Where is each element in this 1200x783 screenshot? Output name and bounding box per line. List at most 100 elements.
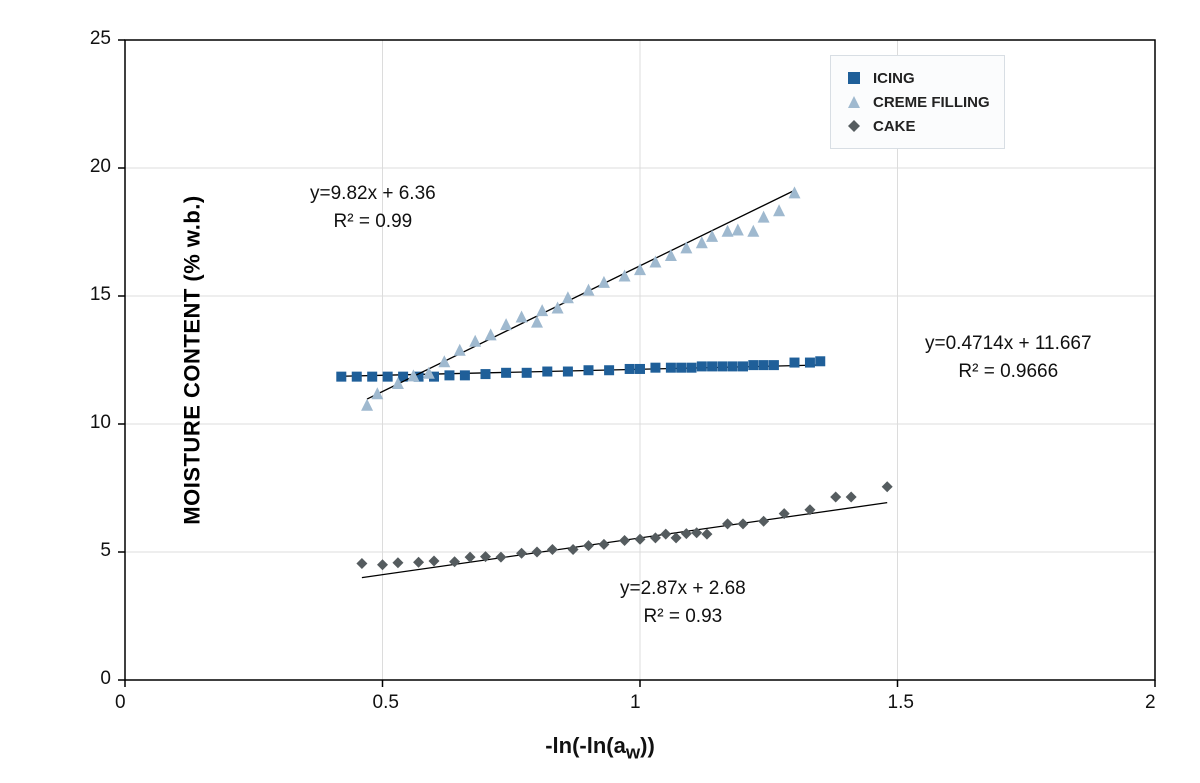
y-tick-label: 25: [90, 28, 111, 50]
data-point: [516, 548, 527, 559]
data-point: [392, 557, 403, 568]
data-point: [449, 556, 460, 567]
data-point: [758, 516, 769, 527]
data-point: [680, 241, 692, 253]
data-point: [444, 370, 454, 380]
equation-annotation: y=9.82x + 6.36R² = 0.99: [310, 180, 436, 235]
data-point: [352, 372, 362, 382]
legend-label: ICING: [873, 70, 915, 87]
data-point: [501, 368, 511, 378]
data-point: [383, 372, 393, 382]
data-point: [563, 367, 573, 377]
data-point: [516, 310, 528, 322]
data-point: [361, 399, 373, 411]
x-tick-label: 1: [630, 692, 641, 714]
equation-text: y=0.4714x + 11.667: [925, 330, 1092, 358]
data-point: [583, 540, 594, 551]
data-point: [371, 387, 383, 399]
legend-item: CREME FILLING: [845, 90, 990, 114]
equation-text: y=9.82x + 6.36: [310, 180, 436, 208]
data-point: [717, 361, 727, 371]
data-point: [336, 372, 346, 382]
x-tick-label: 0: [115, 692, 126, 714]
data-point: [738, 518, 749, 529]
r-squared-text: R² = 0.9666: [925, 358, 1092, 386]
data-point: [604, 365, 614, 375]
data-point: [665, 249, 677, 261]
data-point: [522, 368, 532, 378]
data-point: [732, 223, 744, 235]
data-point: [790, 358, 800, 368]
y-tick-label: 10: [90, 412, 111, 434]
data-point: [773, 204, 785, 216]
data-point: [438, 355, 450, 367]
data-point: [722, 225, 734, 237]
data-point: [707, 361, 717, 371]
data-point: [547, 544, 558, 555]
data-point: [748, 360, 758, 370]
y-axis-title: MOISTURE CONTENT (% w.b.): [180, 195, 206, 524]
data-point: [738, 361, 748, 371]
data-point: [562, 291, 574, 303]
data-point: [598, 539, 609, 550]
data-point: [635, 534, 646, 545]
data-point: [485, 328, 497, 340]
data-point: [666, 363, 676, 373]
data-point: [454, 344, 466, 356]
data-point: [625, 364, 635, 374]
x-tick-label: 2: [1145, 692, 1156, 714]
data-point: [769, 360, 779, 370]
data-point: [413, 557, 424, 568]
data-point: [650, 363, 660, 373]
data-point: [532, 547, 543, 558]
y-tick-label: 20: [90, 156, 111, 178]
data-point: [697, 361, 707, 371]
data-point: [882, 481, 893, 492]
data-point: [542, 367, 552, 377]
legend-label: CREME FILLING: [873, 94, 990, 111]
equation-annotation: y=0.4714x + 11.667R² = 0.9666: [925, 330, 1092, 385]
x-tick-label: 0.5: [373, 692, 399, 714]
data-point: [815, 356, 825, 366]
x-axis-title-text: -ln(-ln(aw)): [545, 733, 655, 758]
data-point: [500, 318, 512, 330]
data-point: [830, 491, 841, 502]
data-point: [805, 358, 815, 368]
data-point: [759, 360, 769, 370]
data-point: [676, 363, 686, 373]
equation-annotation: y=2.87x + 2.68R² = 0.93: [620, 575, 746, 630]
y-tick-label: 15: [90, 284, 111, 306]
data-point: [846, 491, 857, 502]
data-point: [460, 370, 470, 380]
data-point: [429, 555, 440, 566]
data-point: [469, 335, 481, 347]
data-point: [671, 532, 682, 543]
data-point: [619, 535, 630, 546]
data-point: [635, 364, 645, 374]
x-tick-label: 1.5: [888, 692, 914, 714]
data-point: [758, 211, 770, 223]
data-point: [356, 558, 367, 569]
r-squared-text: R² = 0.93: [620, 603, 746, 631]
chart-container: MOISTURE CONTENT (% w.b.) -ln(-ln(aw)) I…: [0, 0, 1200, 783]
y-tick-label: 5: [100, 540, 111, 562]
data-point: [377, 559, 388, 570]
legend-item: ICING: [845, 66, 990, 90]
data-point: [649, 255, 661, 267]
r-squared-text: R² = 0.99: [310, 208, 436, 236]
legend-label: CAKE: [873, 118, 916, 135]
data-point: [747, 225, 759, 237]
square-icon: [845, 69, 863, 87]
data-point: [687, 363, 697, 373]
legend-item: CAKE: [845, 114, 990, 138]
data-point: [568, 544, 579, 555]
data-point: [728, 361, 738, 371]
data-point: [706, 230, 718, 242]
data-point: [722, 518, 733, 529]
data-point: [701, 529, 712, 540]
data-point: [536, 304, 548, 316]
legend: ICING CREME FILLING CAKE: [830, 55, 1005, 149]
data-point: [681, 528, 692, 539]
data-point: [650, 532, 661, 543]
diamond-icon: [845, 117, 863, 135]
